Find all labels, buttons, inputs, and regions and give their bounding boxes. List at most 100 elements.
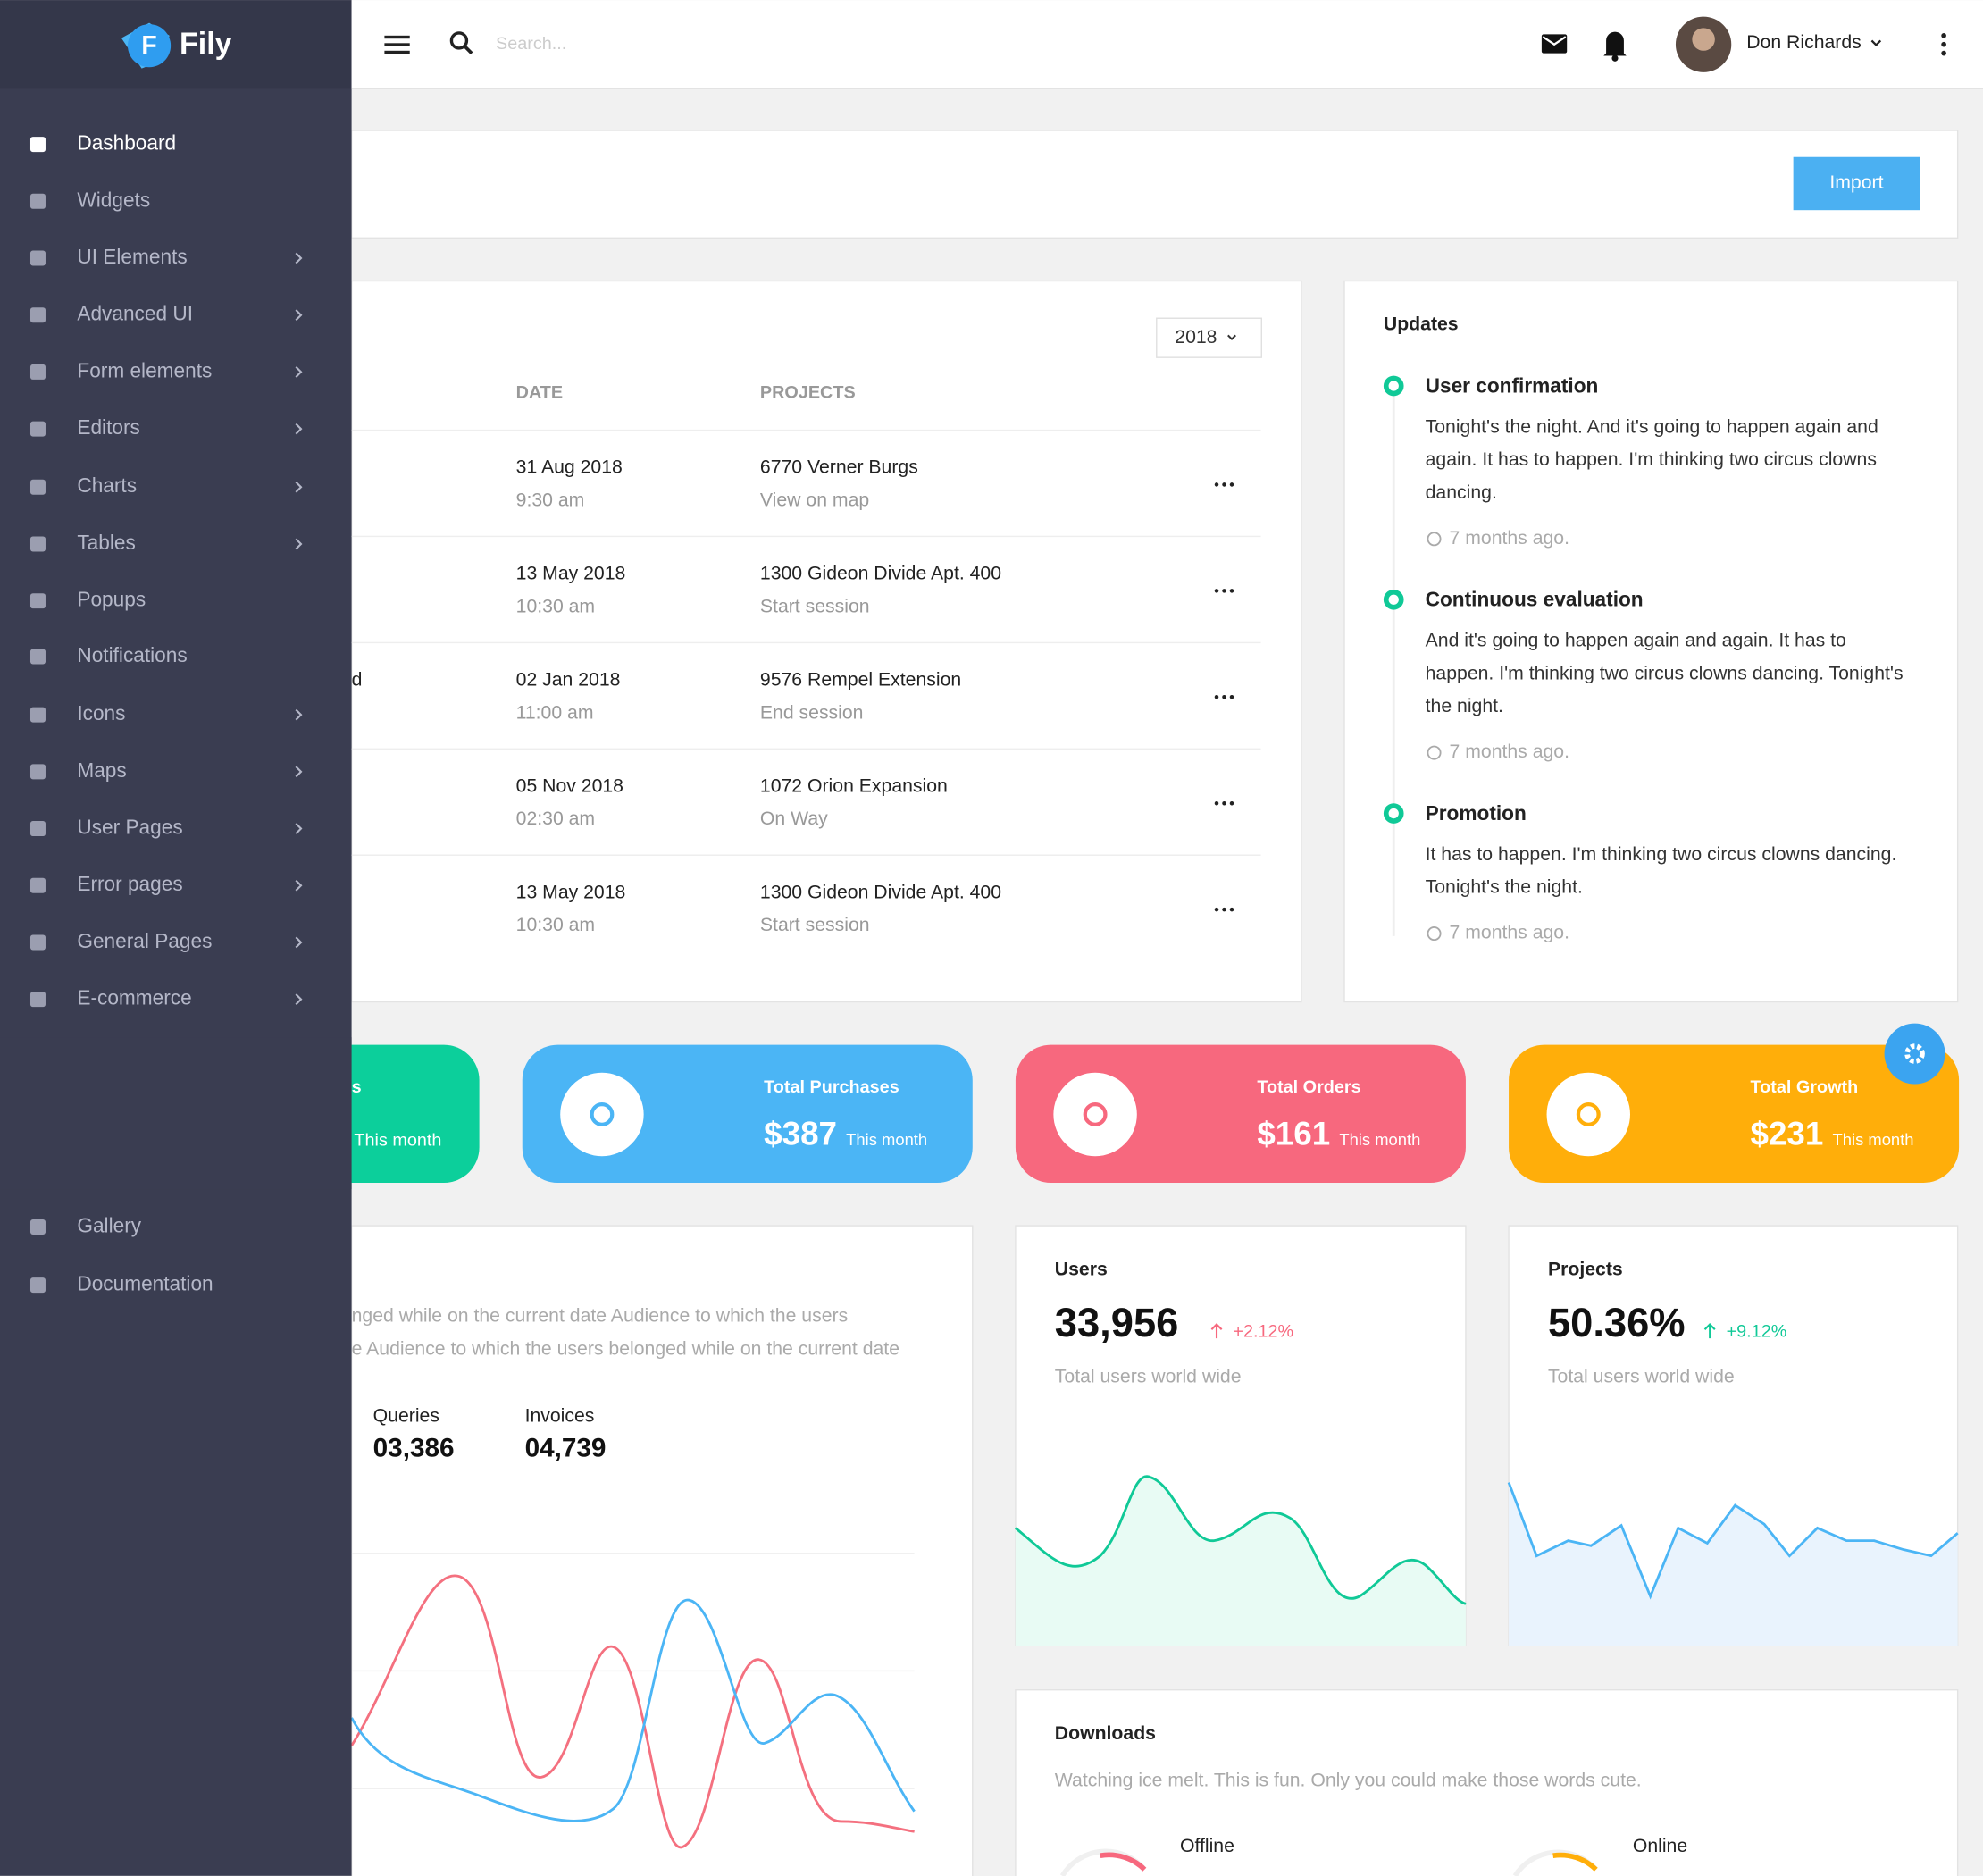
arrow-up (1210, 1323, 1223, 1339)
time: 11:00 am (516, 702, 594, 723)
update-body: Tonight's the night. (1426, 877, 1583, 898)
row-menu[interactable] (1229, 695, 1234, 699)
date: 02 Jan 2018 (516, 669, 621, 690)
settings-button[interactable] (1884, 1023, 1945, 1085)
time: 02:30 am (516, 808, 595, 829)
stat-title: Total Growth (1750, 1077, 1858, 1097)
menu-item[interactable]: Notifications (77, 643, 187, 666)
menu-item[interactable]: Advanced UI (77, 302, 193, 325)
row-menu[interactable] (1214, 800, 1219, 806)
import-label[interactable]: Import (1829, 172, 1883, 193)
ring (1552, 1852, 1598, 1872)
updates-panel (1343, 280, 1959, 1003)
row-menu[interactable] (1229, 907, 1234, 912)
year-select[interactable] (1156, 317, 1262, 358)
row-menu[interactable] (1222, 482, 1226, 487)
user-name[interactable]: Don Richards (1746, 32, 1862, 53)
update-time: 7 months ago. (1450, 923, 1569, 943)
time: 10:30 am (516, 596, 595, 616)
menu-item[interactable]: Documentation (77, 1272, 213, 1295)
row-menu[interactable] (1222, 800, 1226, 806)
search-icon[interactable] (449, 31, 473, 54)
menu-item[interactable]: Maps (77, 758, 126, 782)
chevron (1870, 39, 1882, 47)
table-panel (350, 280, 1302, 1003)
project-status: View on map (760, 490, 869, 510)
users-area (1015, 1476, 1466, 1646)
row-menu[interactable] (1214, 482, 1219, 487)
row-menu[interactable] (1229, 800, 1234, 806)
project-status: On Way (760, 808, 828, 829)
gear-icon (1904, 1043, 1925, 1064)
more-icon[interactable] (1941, 32, 1946, 56)
project: 1072 Orion Expansion (760, 775, 948, 796)
chevron (295, 879, 303, 892)
timeline-dot (1383, 589, 1404, 610)
mail-icon[interactable] (1541, 34, 1568, 54)
search-input[interactable]: Search... (496, 34, 566, 54)
menu-item[interactable]: Icons (77, 701, 125, 724)
chevron (295, 252, 303, 264)
menu-item[interactable]: Dashboard (77, 131, 176, 155)
menu-button[interactable] (384, 35, 410, 54)
avatar-face (1692, 28, 1715, 51)
row-menu[interactable] (1214, 589, 1219, 593)
menu-icon (29, 707, 46, 723)
year-label[interactable]: 2018 (1175, 327, 1217, 348)
import-button[interactable] (1793, 156, 1920, 211)
chevron (295, 823, 303, 834)
menu-item[interactable]: Charts (77, 473, 137, 497)
menu-item[interactable]: Popups (77, 588, 146, 611)
top-bar (351, 0, 1983, 89)
chevron (295, 708, 303, 721)
arrow-up (1703, 1323, 1716, 1339)
metric-label: Invoices (525, 1405, 595, 1426)
row-menu[interactable] (1229, 589, 1234, 593)
projects-title: Projects (1548, 1259, 1623, 1279)
menu-icon (29, 479, 46, 495)
download-label: Offline (1180, 1836, 1234, 1856)
toolbar-panel (350, 130, 1959, 239)
stat-icon (1546, 1072, 1630, 1157)
update-title: Continuous evaluation (1426, 588, 1644, 611)
menu-item[interactable]: User Pages (77, 816, 182, 839)
overview-chart (350, 1553, 916, 1848)
stat-icon-glyph (1083, 1102, 1108, 1126)
row-menu[interactable] (1214, 695, 1219, 699)
chevron (295, 366, 303, 378)
update-time: 7 months ago. (1450, 528, 1569, 549)
chevron (295, 993, 303, 1006)
stat-note: This month (1339, 1130, 1420, 1149)
chevron (295, 538, 303, 550)
date: 05 Nov 2018 (516, 775, 623, 796)
bell-icon[interactable] (1603, 31, 1627, 62)
menu-item[interactable]: Error pages (77, 872, 182, 895)
row-menu[interactable] (1229, 482, 1234, 487)
sidebar-cover (0, 1037, 352, 1190)
clock-icon (1427, 926, 1442, 942)
menu-item[interactable]: General Pages (77, 929, 212, 952)
stat-icon (1053, 1072, 1137, 1157)
menu-icon (29, 764, 46, 780)
menu-item[interactable]: Gallery (77, 1213, 141, 1236)
row-menu[interactable] (1214, 907, 1219, 912)
update-body: again. It has to happen. I'm thinking tw… (1426, 449, 1877, 470)
chevron (295, 766, 303, 778)
menu-item[interactable]: Widgets (77, 188, 150, 211)
menu-item[interactable]: E-commerce (77, 986, 191, 1009)
row-menu[interactable] (1222, 907, 1226, 912)
date: 13 May 2018 (516, 564, 626, 584)
row-menu[interactable] (1222, 589, 1226, 593)
menu-item[interactable]: Editors (77, 415, 139, 439)
metric-label: Queries (373, 1405, 439, 1426)
stat-title: Total Orders (1257, 1077, 1360, 1097)
row-menu[interactable] (1222, 695, 1226, 699)
menu-item[interactable]: UI Elements (77, 245, 187, 268)
menu-item[interactable]: Tables (77, 531, 135, 554)
projects-line (1507, 1482, 1959, 1600)
project: 6770 Verner Burgs (760, 457, 918, 478)
date: 13 May 2018 (516, 882, 626, 902)
users-caption: Total users world wide (1055, 1367, 1242, 1387)
menu-item[interactable]: Form elements (77, 358, 212, 381)
